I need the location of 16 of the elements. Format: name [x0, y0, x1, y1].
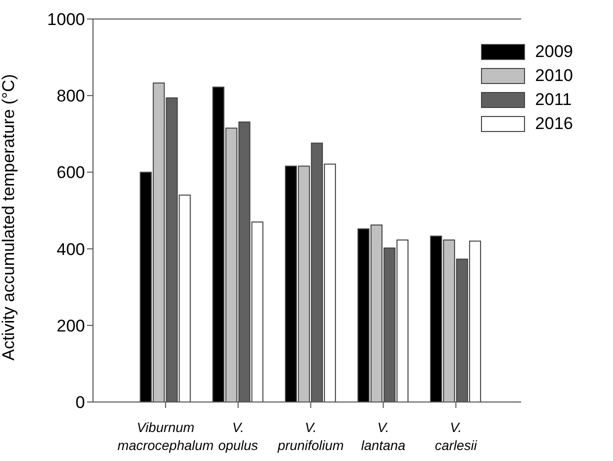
x-tick-label: Viburnum macrocephalum — [118, 420, 214, 453]
legend-label: 2016 — [535, 114, 573, 134]
legend-label: 2009 — [535, 42, 573, 62]
y-tick-label: 600 — [56, 163, 85, 182]
legend-label: 2010 — [535, 66, 573, 86]
x-tick-label: V. carlesii — [434, 420, 478, 453]
y-tick-label: 0 — [76, 393, 85, 412]
x-tick-label: V. prunifolium — [276, 420, 344, 453]
x-tick-label: V. opulus — [218, 420, 258, 453]
x-tick-label: V. lantana — [361, 420, 406, 453]
y-axis-title: Activity accumulated temperature (°C) — [0, 74, 18, 360]
y-tick-label: 200 — [56, 316, 85, 336]
legend-label: 2011 — [535, 90, 572, 110]
y-tick-label: 1000 — [47, 10, 85, 30]
y-tick-label: 800 — [56, 86, 85, 106]
y-tick-label: 400 — [56, 240, 85, 259]
